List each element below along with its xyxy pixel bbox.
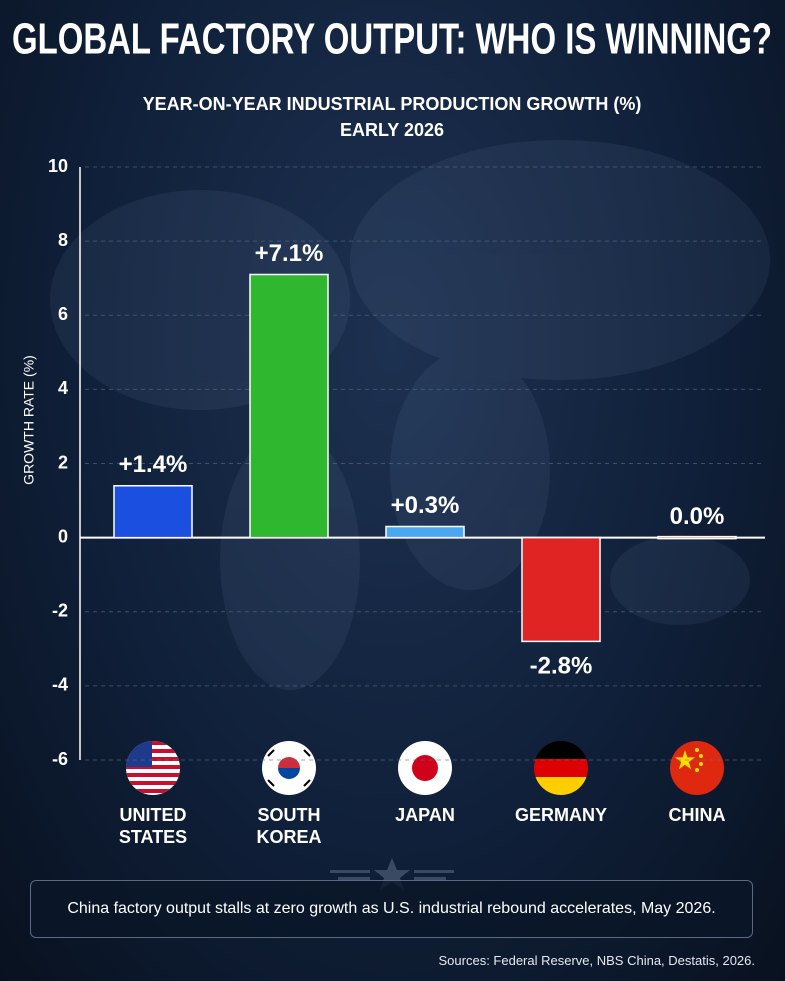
- value-label: -2.8%: [530, 653, 593, 680]
- sources: Sources: Federal Reserve, NBS China, Des…: [438, 953, 755, 968]
- bar: [385, 525, 465, 539]
- chart-subtitle-date: EARLY 2026: [340, 120, 444, 140]
- x-tick-label: JAPAN: [395, 805, 455, 825]
- flag-korea: [262, 741, 316, 795]
- footnote: China factory output stalls at zero grow…: [30, 880, 753, 938]
- y-tick-label: 4: [58, 378, 68, 398]
- value-label: 0.0%: [670, 503, 725, 530]
- chart-title: GLOBAL FACTORY OUTPUT: WHO IS WINNING?: [12, 15, 772, 64]
- bar: [657, 535, 737, 540]
- value-label: +7.1%: [255, 240, 324, 267]
- y-tick-label: -4: [52, 675, 68, 695]
- y-tick-label: 6: [58, 304, 68, 324]
- flag-japan: [398, 741, 452, 795]
- x-tick-label: CHINA: [668, 805, 726, 825]
- world-map: [50, 140, 770, 690]
- chart-subtitle: YEAR-ON-YEAR INDUSTRIAL PRODUCTION GROWT…: [143, 94, 642, 114]
- flag-china: [670, 741, 724, 795]
- bar: [113, 484, 193, 539]
- y-tick-label: 8: [58, 230, 68, 250]
- value-label: +0.3%: [391, 492, 460, 519]
- x-tick-label: UNITED STATES: [118, 805, 188, 847]
- x-tick-label: SOUTH KOREA: [256, 805, 322, 847]
- value-label: +1.4%: [119, 451, 188, 478]
- y-tick-label: 10: [48, 156, 68, 176]
- y-tick-label: 0: [58, 526, 68, 546]
- flag-us: [126, 741, 180, 795]
- bar: [521, 536, 601, 643]
- bar: [249, 273, 329, 539]
- x-tick-label: GERMANY: [514, 805, 607, 825]
- y-axis-label: GROWTH RATE (%): [21, 355, 37, 485]
- flag-germany: [534, 741, 588, 795]
- y-tick-label: -2: [52, 601, 68, 621]
- y-tick-label: -6: [52, 749, 68, 769]
- y-tick-label: 2: [58, 452, 68, 472]
